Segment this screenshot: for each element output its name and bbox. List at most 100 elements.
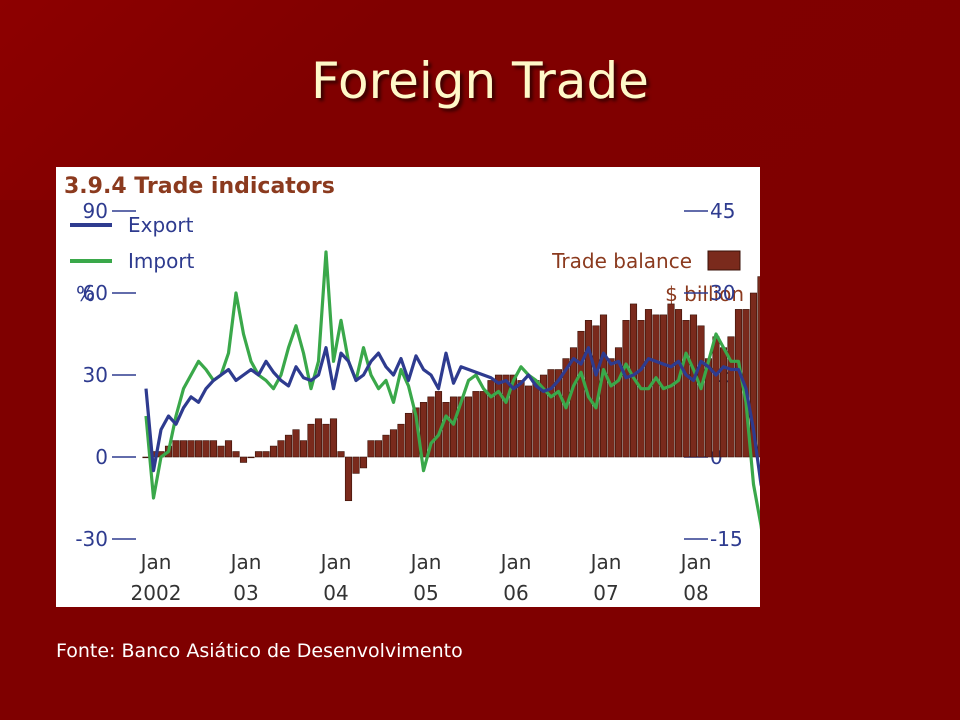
trade-balance-bar <box>404 412 413 458</box>
trade-balance-bar <box>269 445 278 458</box>
right-tick-label: -15 <box>710 527 743 551</box>
trade-balance-bar <box>427 396 435 458</box>
trade-balance-bar <box>322 423 330 458</box>
x-tick-month: Jan <box>679 550 712 574</box>
trade-balance-bar <box>682 320 690 458</box>
trade-balance-bar <box>172 440 180 458</box>
trade-balance-bar <box>472 391 480 458</box>
x-tick-month: Jan <box>319 550 352 574</box>
left-tick-label: -30 <box>75 527 108 551</box>
trade-balance-bar <box>622 320 630 458</box>
right-tick-label: 30 <box>710 281 735 305</box>
x-tick-year: 05 <box>413 581 438 605</box>
trade-balance-bar <box>442 402 450 458</box>
x-tick-month: Jan <box>409 550 442 574</box>
trade-balance-bar <box>547 369 555 458</box>
trade-balance-bar <box>607 358 615 458</box>
trade-balance-bar <box>494 374 503 458</box>
trade-balance-bar <box>449 396 458 458</box>
trade-balance-bar <box>224 440 233 458</box>
trade-balance-bar <box>239 456 248 463</box>
background-accent <box>0 0 960 200</box>
trade-balance-bar <box>232 451 240 458</box>
trade-balance-bar <box>532 380 540 458</box>
trade-balance-bar <box>689 314 698 458</box>
trade-balance-bar <box>652 314 660 458</box>
trade-balance-bar <box>539 374 548 458</box>
trade-balance-bar <box>569 347 578 458</box>
trade-balance-bar <box>254 451 263 458</box>
trade-balance-bar <box>749 292 758 458</box>
trade-balance-bar <box>434 391 443 458</box>
trade-balance-bar <box>374 440 383 458</box>
trade-balance-bar <box>344 456 353 502</box>
trade-balance-bar <box>697 325 705 458</box>
trade-balance-bar <box>757 276 760 458</box>
slide-title: Foreign Trade <box>311 52 649 110</box>
legend-export-label: Export <box>128 213 194 237</box>
trade-balance-bar <box>614 347 623 458</box>
legend-trade-balance-label: Trade balance <box>551 249 692 273</box>
trade-balance-bar <box>712 336 720 458</box>
trade-balance-bar <box>299 440 308 458</box>
trade-balance-bar <box>457 396 465 458</box>
export-series-line <box>144 346 760 487</box>
legend-trade-balance-swatch <box>707 250 741 271</box>
trade-balance-bar <box>734 309 743 458</box>
x-tick-month: Jan <box>229 550 262 574</box>
trade-balance-bar <box>359 456 368 469</box>
left-axis-label: % <box>76 282 95 306</box>
trade-balance-bar <box>277 440 285 458</box>
trade-balance-bar <box>517 380 525 458</box>
trade-balance-bar <box>314 418 323 458</box>
trade-balance-bar <box>389 429 398 458</box>
trade-balance-bar <box>577 330 585 458</box>
trade-indicators-chart: 3.9.4 Trade indicators Export Import Tra… <box>64 174 760 605</box>
trade-balance-bar <box>187 440 195 458</box>
left-tick-label: 0 <box>95 445 108 469</box>
trade-balance-bar <box>367 440 375 458</box>
trade-balance-bar <box>524 385 533 458</box>
x-tick-month: Jan <box>499 550 532 574</box>
right-tick-label: 45 <box>710 199 735 223</box>
x-tick-year: 07 <box>593 581 618 605</box>
trade-balance-bar <box>202 440 210 458</box>
trade-balance-bar <box>554 369 563 458</box>
trade-balance-bar <box>502 374 510 458</box>
trade-balance-bar <box>397 423 405 458</box>
left-tick-label: 30 <box>83 363 108 387</box>
import-series-line <box>144 250 760 530</box>
x-tick-year: 04 <box>323 581 348 605</box>
left-tick-label: 60 <box>83 281 108 305</box>
trade-balance-bar <box>247 456 255 459</box>
chart-panel: 3.9.4 Trade indicators Export Import Tra… <box>56 167 760 607</box>
x-tick-year: 2002 <box>131 581 182 605</box>
left-tick-label: 90 <box>83 199 108 223</box>
x-tick-year: 08 <box>683 581 708 605</box>
x-tick-month: Jan <box>589 550 622 574</box>
trade-balance-bar <box>464 396 473 458</box>
trade-balance-bar <box>419 402 428 458</box>
x-tick-month: Jan <box>139 550 172 574</box>
trade-balance-bar <box>667 303 675 458</box>
trade-balance-bar <box>337 451 345 458</box>
trade-balance-bar <box>727 336 735 458</box>
trade-balance-bar <box>217 445 225 458</box>
trade-balance-bar <box>307 423 315 458</box>
trade-balance-bar <box>194 440 203 458</box>
trade-balance-bar <box>262 451 270 458</box>
trade-balance-bar <box>382 434 390 458</box>
trade-balance-bar <box>719 347 728 458</box>
chart-title: 3.9.4 Trade indicators <box>64 174 335 199</box>
trade-balance-bar <box>509 374 518 458</box>
legend-import-label: Import <box>128 249 195 273</box>
trade-balance-bar <box>209 440 218 458</box>
trade-balance-bar <box>329 418 338 458</box>
trade-balance-bar <box>284 434 293 458</box>
trade-balance-bar <box>487 380 495 458</box>
x-tick-year: 06 <box>503 581 528 605</box>
trade-balance-bar <box>292 429 300 458</box>
source-note: Fonte: Banco Asiático de Desenvolvimento <box>56 640 463 662</box>
trade-balance-bar <box>179 440 188 458</box>
trade-balance-bar <box>479 391 488 458</box>
